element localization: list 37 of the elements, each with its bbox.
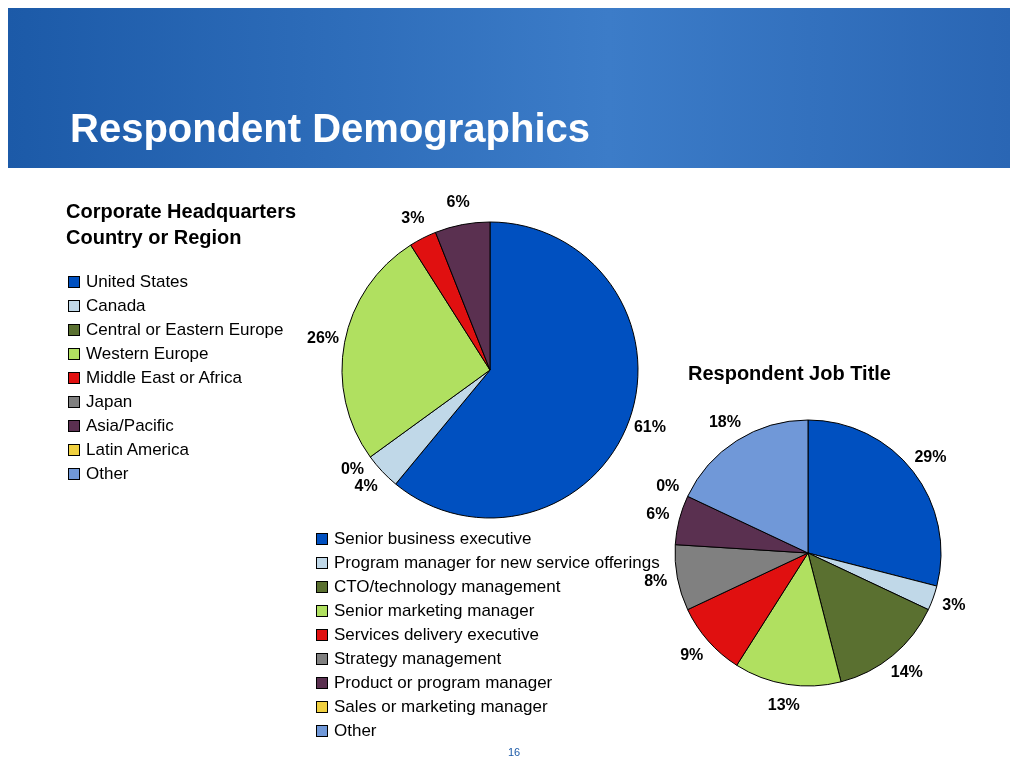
data-label: 26%	[307, 328, 340, 346]
data-label: 3%	[942, 595, 966, 613]
data-label: 14%	[890, 662, 923, 680]
data-label: 8%	[644, 572, 668, 590]
legend-label: Middle East or Africa	[86, 368, 242, 388]
data-label: 3%	[401, 208, 425, 226]
legend-label: Strategy management	[334, 649, 502, 669]
legend-label: Western Europe	[86, 344, 209, 364]
data-label: 9%	[680, 645, 704, 663]
legend-label: Services delivery executive	[334, 625, 540, 645]
legend-label: Senior business executive	[334, 529, 532, 549]
data-label: 18%	[708, 412, 741, 430]
legend-label: United States	[86, 272, 189, 292]
text: Corporate Headquarters Country or Region	[66, 199, 298, 250]
legend-label: Canada	[86, 296, 146, 316]
legend-label: Sales or marketing manager	[334, 697, 548, 717]
data-label: 13%	[767, 696, 800, 714]
chart-title: Respondent Job Title	[688, 361, 892, 386]
legend-label: Senior marketing manager	[334, 601, 535, 621]
legend-label: Latin America	[86, 440, 189, 460]
text: 0%	[340, 460, 365, 478]
legend-label: Asia/Pacific	[86, 416, 174, 436]
text: 16	[508, 746, 521, 758]
data-label: 6%	[646, 504, 670, 522]
text: Respondent Demographics	[70, 106, 591, 151]
legend-label: Program manager for new service offerings	[334, 553, 660, 573]
legend-label: Product or program manager	[334, 673, 553, 693]
data-label: 61%	[633, 417, 666, 435]
legend-label: Other	[334, 721, 377, 741]
legend-label: Central or Eastern Europe	[86, 320, 284, 340]
legend-label: Japan	[86, 392, 133, 412]
legend-label: Other	[86, 464, 129, 484]
data-label: 29%	[914, 448, 947, 466]
data-label: 6%	[446, 193, 470, 211]
text: 0%	[656, 477, 680, 495]
data-label: 4%	[354, 476, 378, 494]
legend-label: CTO/technology management	[334, 577, 561, 597]
